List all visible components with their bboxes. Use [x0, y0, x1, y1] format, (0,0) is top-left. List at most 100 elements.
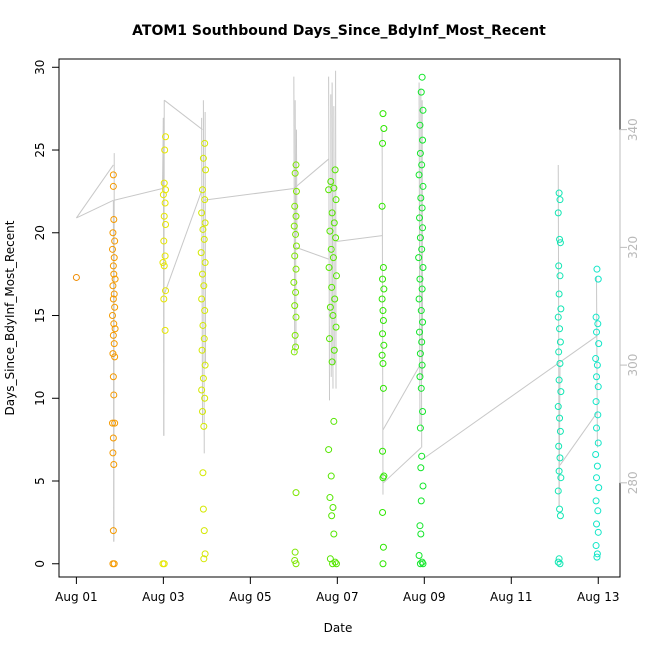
data-point	[379, 560, 387, 568]
data-point	[329, 503, 337, 511]
data-point	[199, 321, 207, 329]
secondary-trace-segment	[382, 364, 421, 431]
secondary-trace-segment	[331, 82, 334, 389]
data-point	[108, 419, 116, 427]
y-tick-label: 15	[33, 308, 47, 323]
data-point	[593, 373, 601, 381]
data-point	[161, 199, 169, 207]
data-point	[555, 290, 563, 298]
data-point	[292, 343, 300, 351]
series-group	[554, 189, 565, 568]
x-tick-label: Aug 05	[229, 590, 272, 604]
data-point	[419, 560, 427, 568]
data-point	[202, 166, 210, 174]
data-point	[200, 335, 208, 343]
data-point	[291, 302, 299, 310]
data-point	[379, 139, 387, 147]
data-point	[378, 295, 386, 303]
data-point	[162, 220, 170, 228]
data-point	[160, 295, 168, 303]
data-point	[162, 133, 170, 141]
x-tick-label: Aug 07	[316, 590, 359, 604]
data-point	[197, 249, 205, 257]
data-point	[160, 262, 168, 270]
data-point	[332, 272, 340, 280]
data-point	[378, 202, 386, 210]
data-point	[418, 285, 426, 293]
secondary-trace-segment	[293, 158, 329, 189]
data-point	[594, 320, 602, 328]
data-point	[111, 237, 119, 245]
data-point	[593, 553, 601, 561]
data-point	[111, 303, 119, 311]
secondary-trace-segment	[328, 76, 330, 401]
data-point	[109, 262, 117, 270]
data-point	[162, 287, 170, 295]
data-point	[111, 275, 119, 283]
data-point	[419, 482, 427, 490]
data-point	[593, 328, 601, 336]
data-point	[110, 254, 118, 262]
data-point	[200, 422, 208, 430]
data-point	[292, 265, 300, 273]
data-point	[416, 275, 424, 283]
series-group	[378, 110, 388, 568]
data-point	[593, 474, 601, 482]
data-point	[292, 212, 300, 220]
data-point	[291, 252, 299, 260]
data-point	[198, 295, 206, 303]
data-point	[109, 182, 117, 190]
data-point	[292, 288, 300, 296]
data-point	[290, 278, 298, 286]
data-point	[200, 235, 208, 243]
data-point	[379, 474, 387, 482]
data-point	[159, 191, 167, 199]
data-point	[159, 259, 167, 267]
data-point	[379, 330, 387, 338]
y-tick-label: 10	[33, 391, 47, 406]
data-point	[380, 341, 388, 349]
y2-tick-label: 280	[626, 471, 640, 494]
data-point	[329, 312, 337, 320]
data-point	[329, 560, 337, 568]
data-point	[199, 408, 207, 416]
data-point	[109, 350, 117, 358]
data-point	[201, 307, 209, 315]
series-group	[159, 133, 170, 568]
data-point	[556, 427, 564, 435]
data-point	[417, 530, 425, 538]
data-point	[419, 264, 427, 272]
data-point	[292, 313, 300, 321]
data-point	[419, 408, 427, 416]
secondary-trace-segment	[163, 188, 203, 295]
data-point	[595, 484, 603, 492]
data-point	[416, 373, 424, 381]
data-point	[201, 219, 209, 227]
data-point	[556, 272, 564, 280]
data-point	[416, 234, 424, 242]
data-point	[72, 273, 80, 281]
data-point	[417, 464, 425, 472]
data-point	[290, 222, 298, 230]
data-point	[556, 239, 564, 247]
data-point	[379, 316, 387, 324]
data-point	[378, 351, 386, 359]
data-point	[111, 325, 119, 333]
data-point	[331, 295, 339, 303]
data-point	[416, 328, 424, 336]
data-point	[415, 551, 423, 559]
data-point	[110, 320, 118, 328]
data-point	[594, 275, 602, 283]
data-point	[160, 179, 168, 187]
data-point	[332, 196, 340, 204]
x-tick-label: Aug 09	[403, 590, 446, 604]
data-point	[329, 254, 337, 262]
data-point	[325, 446, 333, 454]
data-point	[379, 508, 387, 516]
data-point	[330, 417, 338, 425]
data-point	[556, 512, 564, 520]
data-point	[595, 340, 603, 348]
data-point	[200, 527, 208, 535]
data-point	[418, 73, 426, 81]
data-point	[109, 229, 117, 237]
